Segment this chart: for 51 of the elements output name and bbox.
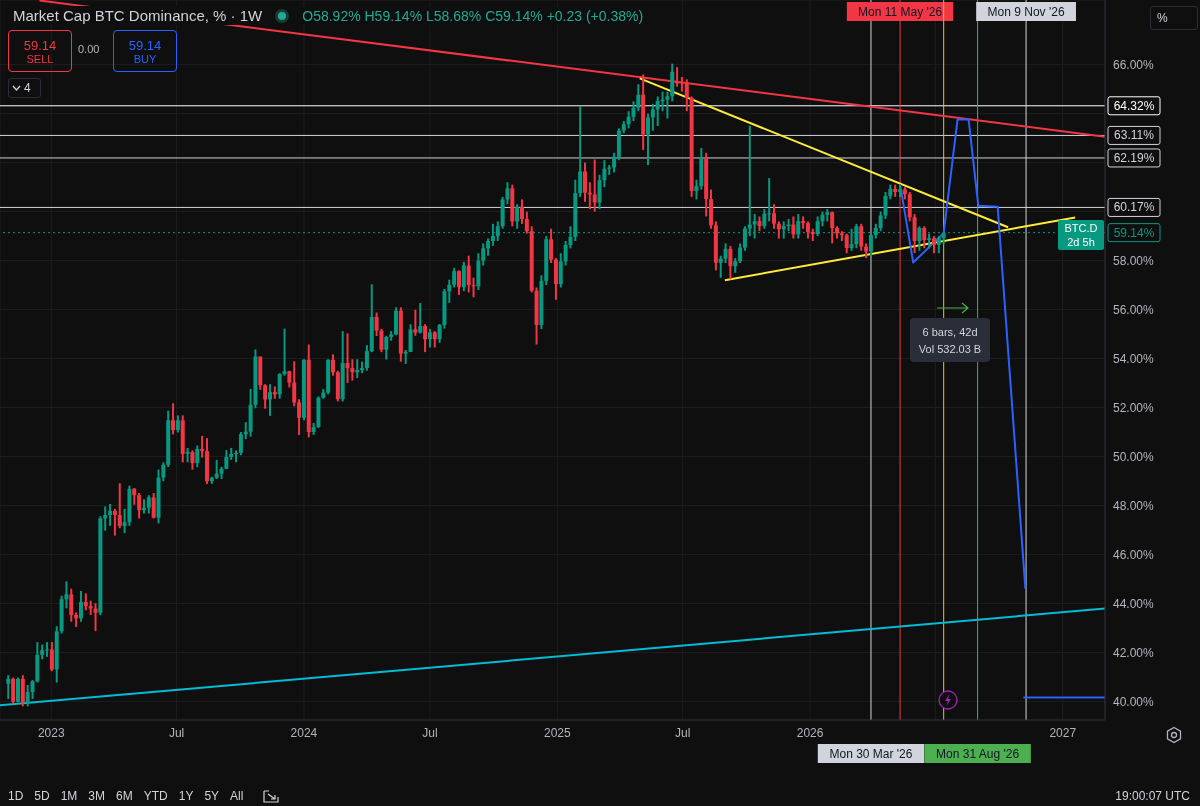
- y-tick-label: 46.00%: [1113, 547, 1155, 562]
- text: 1Y: [178, 789, 194, 803]
- x-tick-label: 2023: [37, 725, 65, 740]
- text: O58.92% H59.14% L58.68% C59.14% +0.23 (+0.38%): [302, 7, 644, 24]
- annotation: 0.00: [78, 43, 100, 55]
- ref-line-label: Mon 11 May '26: [858, 4, 943, 19]
- text: 1D: [8, 789, 24, 803]
- annotation: BUY: [133, 52, 157, 65]
- text: YTD: [143, 789, 168, 803]
- y-tick-label: 52.00%: [1113, 400, 1155, 415]
- annotation: 59.14: [23, 37, 57, 53]
- x-tick-label: 2026: [796, 725, 824, 740]
- ref-line-label: 62.19%: [1113, 150, 1155, 165]
- text: All: [230, 789, 244, 803]
- annotation: 4: [24, 81, 31, 95]
- text: 19:00:07 UTC: [1115, 789, 1190, 803]
- x-tick-label: 2025: [543, 725, 572, 740]
- text: 5Y: [204, 789, 220, 803]
- ref-line-label: 64.32%: [1113, 98, 1155, 113]
- y-tick-label: 44.00%: [1113, 596, 1155, 611]
- x-tick-label: Jul: [168, 725, 185, 740]
- x-tick-label: 2027: [1049, 725, 1077, 740]
- y-tick-label: 54.00%: [1113, 351, 1155, 366]
- y-tick-label: 40.00%: [1113, 694, 1155, 709]
- y-tick-label: 58.00%: [1113, 253, 1155, 268]
- y-tick-label: 48.00%: [1113, 498, 1155, 513]
- annotation: Vol 532.03 B: [918, 342, 982, 355]
- y-tick-label: 56.00%: [1113, 302, 1155, 317]
- annotation: 59.14: [128, 37, 162, 53]
- y-tick-label: 66.00%: [1113, 57, 1155, 72]
- ref-line-label: 63.11%: [1114, 128, 1155, 143]
- ref-line-label: 59.14%: [1113, 225, 1155, 240]
- text: 1M: [60, 789, 78, 803]
- text: %: [1150, 6, 1198, 30]
- ref-line-label: 60.17%: [1113, 200, 1155, 215]
- y-tick-label: 42.00%: [1113, 645, 1155, 660]
- text: 6M: [116, 789, 133, 803]
- text: 5D: [34, 789, 50, 803]
- annotation: BTC.D: [1063, 221, 1099, 235]
- y-tick-label: 50.00%: [1113, 449, 1155, 464]
- annotation: 2d 5h: [1066, 235, 1096, 249]
- text: 3M: [88, 789, 106, 803]
- ref-line-label: Mon 9 Nov '26: [987, 4, 1065, 19]
- x-tick-label: Jul: [422, 725, 438, 740]
- text: Market Cap BTC Dominance, % · 1W: [13, 7, 263, 24]
- ref-line-label: Mon 30 Mar '26: [829, 746, 913, 761]
- annotation: SELL: [26, 52, 54, 65]
- x-tick-label: 2024: [290, 725, 318, 740]
- annotation: 6 bars, 42d: [922, 325, 978, 338]
- ref-line-label: Mon 31 Aug '26: [936, 746, 1020, 761]
- x-tick-label: Jul: [674, 725, 691, 740]
